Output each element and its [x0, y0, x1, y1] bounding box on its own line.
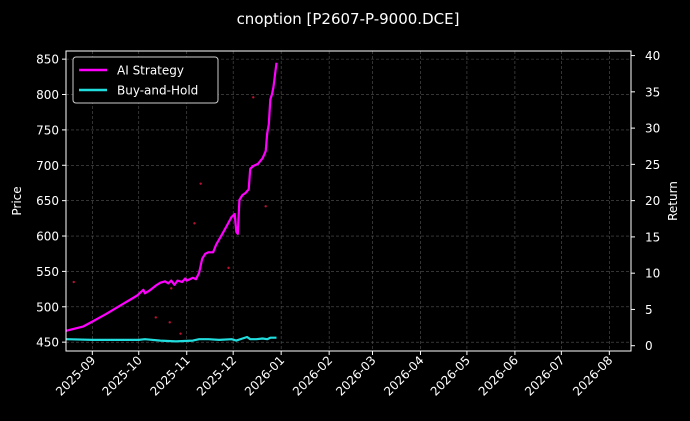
y-axis-label-left: Price	[10, 186, 24, 215]
y-tick-label-left: 600	[36, 230, 59, 244]
series-line-buy-and-hold	[65, 335, 277, 343]
y-tick-label-left: 850	[36, 53, 59, 67]
scatter-point	[264, 205, 267, 208]
legend: AI Strategy Buy-and-Hold	[72, 56, 219, 104]
scatter-point	[193, 222, 196, 225]
y-tick-label-right: 40	[645, 49, 660, 63]
y-tick-label-right: 10	[645, 267, 660, 281]
y-tick-label-right: 35	[645, 85, 660, 99]
scatter-point	[168, 321, 171, 324]
y-tick-label-left: 650	[36, 194, 59, 208]
scatter-point	[170, 287, 173, 290]
scatter-point	[154, 316, 157, 319]
y-tick-label-left: 700	[36, 159, 59, 173]
y-tick-label-left: 750	[36, 123, 59, 137]
scatter-point	[227, 266, 230, 270]
scatter-point	[179, 332, 182, 335]
y-tick-label-right: 25	[645, 158, 660, 172]
y-tick-label-left: 450	[36, 336, 59, 350]
series-line-ai-strategy	[65, 62, 278, 332]
scatter-point	[72, 280, 75, 284]
y-tick-label-right: 30	[645, 122, 660, 136]
y-tick-label-left: 550	[36, 265, 59, 279]
y-tick-label-right: 20	[645, 194, 660, 208]
y-tick-label-left: 500	[36, 300, 59, 314]
y-axis-label-right: Return	[666, 181, 680, 221]
y-tick-label-left: 800	[36, 88, 59, 102]
legend-box	[72, 56, 219, 104]
y-tick-label-right: 5	[645, 303, 653, 317]
legend-label: AI Strategy	[117, 64, 184, 78]
legend-label: Buy-and-Hold	[117, 84, 198, 98]
scatter-point	[199, 182, 202, 185]
y-tick-label-right: 0	[645, 339, 653, 353]
scatter-point	[252, 96, 255, 99]
plot-marks	[65, 62, 278, 343]
y-tick-label-right: 15	[645, 230, 660, 244]
chart-title: cnoption [P2607-P-9000.DCE]	[237, 10, 460, 28]
